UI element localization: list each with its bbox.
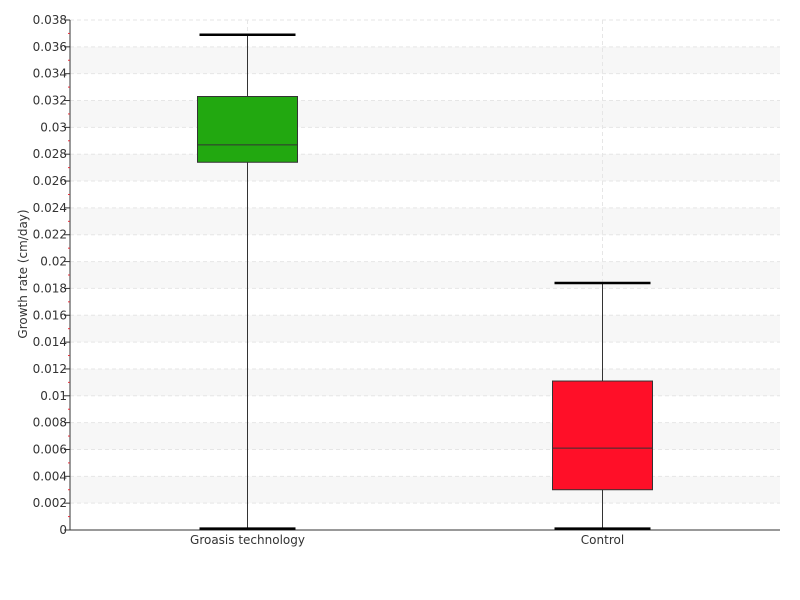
background-band — [70, 368, 780, 396]
y-tick-label: 0.002 — [33, 496, 67, 510]
boxes — [197, 33, 653, 530]
background-band — [70, 261, 780, 289]
y-tick-label: 0.036 — [33, 40, 67, 54]
y-tick-label: 0.032 — [33, 94, 67, 108]
y-tick-label: 0.026 — [33, 174, 67, 188]
y-tick-label: 0.038 — [33, 13, 67, 27]
y-tick-label: 0.018 — [33, 281, 67, 295]
y-axis-ticks: 0 0.002 0.004 0.006 0.008 0.01 0.012 0.014 0.016… — [33, 13, 70, 537]
background-band — [70, 207, 780, 235]
y-tick-label: 0.028 — [33, 147, 67, 161]
background-band — [70, 100, 780, 128]
y-tick-label: 0.022 — [33, 228, 67, 242]
grid-lines — [70, 19, 780, 530]
y-axis-title: Growth rate (cm/day) — [16, 209, 30, 338]
background-band — [70, 422, 780, 450]
y-tick-label: 0.014 — [33, 335, 67, 349]
box-iqr — [197, 96, 298, 163]
plot-background-bands — [70, 46, 780, 504]
box-2 — [552, 281, 653, 530]
y-tick-label: 0.024 — [33, 201, 67, 215]
y-tick-label: 0.03 — [40, 120, 67, 134]
y-tick-label: 0.008 — [33, 416, 67, 430]
box-iqr — [552, 380, 653, 491]
x-category-label: Control — [581, 533, 624, 547]
background-band — [70, 476, 780, 504]
background-band — [70, 154, 780, 182]
y-tick-label: 0.016 — [33, 308, 67, 322]
y-tick-label: 0.004 — [33, 469, 67, 483]
background-band — [70, 46, 780, 74]
x-category-label: Groasis technology — [190, 533, 305, 547]
box-1 — [197, 33, 298, 530]
y-tick-label: 0.01 — [40, 389, 67, 403]
y-tick-label: 0.006 — [33, 442, 67, 456]
background-band — [70, 315, 780, 343]
y-tick-label: 0.02 — [40, 255, 67, 269]
y-tick-label: 0 — [59, 523, 67, 537]
y-tick-label: 0.012 — [33, 362, 67, 376]
y-tick-label: 0.034 — [33, 67, 67, 81]
x-axis-labels: Groasis technology Control — [190, 533, 624, 547]
